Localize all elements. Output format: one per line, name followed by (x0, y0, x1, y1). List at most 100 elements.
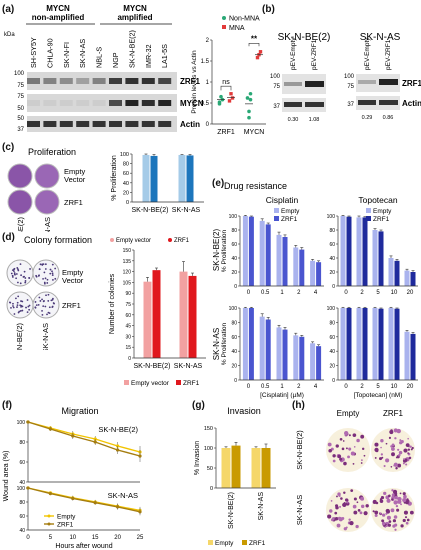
bar (179, 271, 188, 358)
actin-band (92, 121, 106, 127)
invaded-cell (347, 455, 350, 459)
x-category-label: SK-N-AS (172, 207, 201, 214)
b-marker-37: 37 (273, 104, 280, 110)
colony-dot (10, 306, 12, 309)
y-axis-label: % Proliferation (221, 322, 228, 365)
dot-non-mna (248, 97, 253, 102)
colony-dot (24, 280, 27, 282)
bar (410, 272, 416, 286)
invaded-cell (353, 446, 356, 448)
bar (282, 237, 288, 286)
mycn-band (125, 100, 139, 106)
legend-label: ZRF1 (281, 216, 298, 223)
legend-label-mna: MNA (229, 25, 245, 32)
invaded-cell (388, 520, 392, 523)
invaded-cell (393, 462, 398, 467)
d-row-empty: Empty Vector (62, 268, 84, 285)
y-tick-label: 40 (19, 528, 25, 534)
legend-marker (208, 540, 213, 545)
colony-dot (26, 299, 29, 301)
band-label-zrf1: ZRF1 (180, 77, 201, 86)
y-tick-label: 0 (128, 356, 131, 362)
legend-label-non-mna: Non-MNA (229, 16, 260, 23)
colony-dot (41, 313, 44, 316)
colony-dot (51, 263, 54, 266)
invaded-cell (399, 441, 403, 445)
invaded-cell (385, 512, 388, 515)
invaded-cell (359, 511, 363, 515)
series-line (27, 421, 141, 453)
x-tick-label: 0 (247, 290, 251, 296)
zrf1-band (76, 78, 90, 84)
bar (340, 216, 346, 286)
cell-line-label: SK-N-FI (62, 42, 71, 68)
invaded-cell (390, 429, 393, 432)
invaded-cell (394, 495, 398, 500)
colony-dot (24, 281, 27, 284)
y-tick-label: 80 (19, 500, 25, 506)
g-title: Invasion (227, 406, 261, 416)
bar (378, 308, 384, 380)
b-left-zrf1-blot (282, 74, 326, 94)
b-right-actin-blot (356, 96, 400, 110)
b-quant: 0.30 (288, 117, 299, 123)
x-tick-label: 10 (69, 535, 76, 541)
invaded-cell (328, 448, 332, 453)
invaded-cell (408, 456, 412, 460)
invaded-cell (380, 495, 385, 500)
c-bar-chart: 0 20 40 60 80 100% Proliferation SK-N-BE(2) SK-… (111, 152, 204, 214)
colony-dot (8, 301, 11, 304)
actin-band (76, 121, 90, 127)
line-point (71, 496, 75, 501)
legend-label: ZRF1 (183, 380, 200, 387)
b-quant: 1.08 (309, 117, 320, 123)
line-point (71, 434, 75, 438)
cell-line-label: SK-N-BE(2) (127, 30, 136, 68)
y-tick-label: 0 (210, 486, 213, 492)
invaded-cell (350, 451, 355, 456)
legend-label: Empty (373, 208, 392, 215)
bar (143, 281, 152, 358)
y-tick-label: 0 (234, 378, 237, 384)
h-col-empty: Empty (337, 409, 360, 418)
colony-dot (13, 273, 16, 275)
x-axis-label: [Cisplatin] (µM) (260, 392, 304, 399)
invaded-cell (350, 489, 354, 492)
invaded-cell (357, 508, 361, 512)
x-tick-label: 5 (376, 290, 380, 296)
y-tick-label: 20 (329, 270, 335, 276)
bar (388, 258, 394, 286)
panel-label-b: (b) (262, 4, 275, 15)
y-tick-label: 2 (206, 38, 210, 44)
legend-marker (366, 208, 371, 213)
invaded-cell (345, 526, 348, 529)
colony-dot (34, 306, 37, 309)
x-category-label: SK-N-BE(2) (132, 207, 169, 214)
sig-bracket (248, 43, 260, 47)
bar (251, 448, 261, 488)
y-axis-label: Number of colonies (109, 273, 116, 334)
invaded-cell (397, 463, 402, 468)
marker-mycn-75: 75 (17, 94, 24, 100)
y-tick-label: 30 (125, 334, 131, 340)
colony-dot (21, 309, 24, 312)
invaded-cell (336, 495, 338, 498)
actin-band (125, 121, 139, 127)
colony-dot (44, 263, 47, 266)
colony-dot (51, 305, 54, 308)
invaded-cell (335, 504, 339, 508)
colony-dot (44, 305, 47, 308)
colony-dot (19, 263, 22, 266)
invaded-cell (407, 437, 409, 440)
invaded-cell (372, 510, 375, 513)
invaded-cell (385, 458, 390, 463)
y-tick-label: 150 (123, 248, 132, 254)
legend-marker (366, 216, 371, 221)
mycn-nonamp-header: MYCN non-amplified (32, 4, 85, 22)
bar (299, 336, 305, 380)
dot-mna (230, 96, 235, 100)
mycn-band (92, 100, 106, 106)
legend-marker (47, 522, 51, 526)
x-category-label: SK-N-AS (258, 492, 265, 521)
dot-non-mna (245, 96, 250, 100)
